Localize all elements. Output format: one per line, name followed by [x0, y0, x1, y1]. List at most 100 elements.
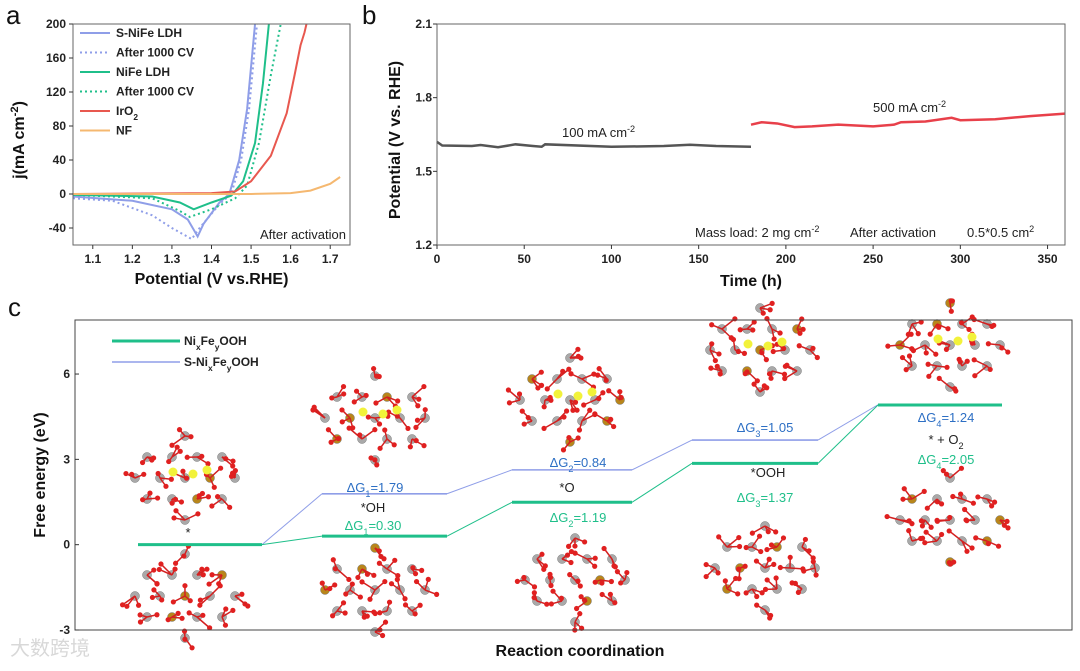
s-atom [744, 340, 753, 349]
o-atom [991, 323, 996, 328]
o-atom [704, 574, 709, 579]
series-line-5 [73, 177, 340, 194]
o-atom [972, 357, 977, 362]
o-atom [769, 542, 774, 547]
y-tick-label: -40 [49, 221, 67, 235]
o-atom [902, 486, 907, 491]
delta-g-label: ΔG3=1.05 [737, 420, 794, 439]
legend-label: S-NixFeyOOH [184, 355, 259, 373]
molecular-structure [884, 466, 1010, 567]
o-atom [377, 561, 382, 566]
o-atom [371, 573, 376, 578]
o-atom [206, 581, 211, 586]
o-atom [813, 572, 818, 577]
y-tick-label: 200 [46, 17, 66, 31]
o-atom [229, 474, 234, 479]
o-atom [744, 590, 749, 595]
o-atom [771, 562, 776, 567]
o-atom [900, 497, 905, 502]
o-atom [944, 472, 949, 477]
y-axis-label: j(mA cm-2) [9, 101, 28, 180]
series-line-0 [437, 142, 751, 147]
o-atom [223, 606, 228, 611]
o-atom [744, 545, 749, 550]
o-atom [708, 366, 713, 371]
o-atom [577, 611, 582, 616]
o-atom [939, 532, 944, 537]
o-atom [230, 459, 235, 464]
o-atom [147, 491, 152, 496]
o-atom [198, 598, 203, 603]
o-atom [185, 455, 190, 460]
state-label: * [185, 525, 190, 540]
o-atom [123, 471, 128, 476]
legend-label-5: NF [116, 124, 132, 138]
delta-g-label: ΔG4=2.05 [918, 452, 975, 471]
s-atom [554, 390, 563, 399]
delta-g-label-part: ΔG [550, 510, 569, 525]
o-atom [926, 374, 931, 379]
o-atom [163, 484, 168, 489]
o-atom [140, 497, 145, 502]
x-axis-label: Potential (V vs.RHE) [135, 271, 289, 288]
o-atom [187, 610, 192, 615]
o-atom [154, 612, 159, 617]
o-atom [545, 386, 550, 391]
legend-label-4-part: IrO [116, 104, 133, 118]
o-atom [763, 587, 768, 592]
o-atom [532, 590, 537, 595]
panel-label-a: a [6, 0, 21, 30]
o-atom [754, 603, 759, 608]
annotation-area-part: 2 [1029, 224, 1034, 234]
o-atom [350, 581, 355, 586]
o-atom [919, 518, 924, 523]
o-atom [355, 575, 360, 580]
o-atom [608, 592, 613, 597]
o-atom [764, 385, 769, 390]
o-atom [810, 346, 815, 351]
o-atom [539, 370, 544, 375]
o-atom [151, 567, 156, 572]
o-atom [933, 352, 938, 357]
o-atom [395, 398, 400, 403]
s-atom [954, 337, 963, 346]
o-atom [415, 403, 420, 408]
state-label: * + O2 [928, 432, 963, 451]
y-axis-label-part: j(mA cm [11, 116, 28, 180]
o-atom [764, 547, 769, 552]
o-atom [327, 586, 332, 591]
o-atom [566, 544, 571, 549]
o-atom [582, 539, 587, 544]
legend-label-part: Ni [184, 334, 196, 348]
o-atom [341, 600, 346, 605]
o-atom [926, 362, 931, 367]
x-tick-label: 300 [950, 252, 970, 266]
o-atom [950, 298, 955, 303]
annotation-mass-load: Mass load: 2 mg cm-2 [695, 224, 819, 240]
o-atom [331, 557, 336, 562]
x-tick-label: 1.1 [84, 252, 101, 266]
o-atom [352, 399, 357, 404]
o-atom [544, 602, 549, 607]
o-atom [339, 407, 344, 412]
x-tick-label: 1.7 [322, 252, 339, 266]
o-atom [377, 446, 382, 451]
o-atom [522, 421, 527, 426]
delta-g-label-part: =1.19 [573, 510, 606, 525]
o-atom [141, 472, 146, 477]
series-line-1 [751, 114, 1065, 128]
o-atom [754, 558, 759, 563]
o-atom [617, 389, 622, 394]
o-atom [572, 543, 577, 548]
o-atom [156, 471, 161, 476]
o-atom [166, 459, 171, 464]
o-atom [811, 559, 816, 564]
o-atom [383, 620, 388, 625]
o-atom [336, 436, 341, 441]
o-atom [179, 499, 184, 504]
o-atom [599, 580, 604, 585]
o-atom [593, 580, 598, 585]
o-atom [566, 435, 571, 440]
o-atom [618, 580, 623, 585]
